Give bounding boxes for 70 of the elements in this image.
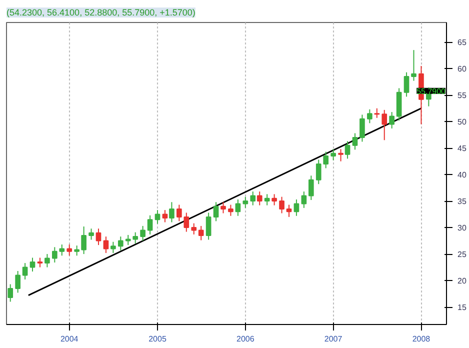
candlestick — [382, 109, 388, 141]
candlestick — [256, 191, 262, 206]
candlestick — [272, 194, 277, 206]
y-tick-label: 45 — [458, 144, 467, 154]
candlestick — [184, 212, 190, 232]
candlestick — [37, 257, 43, 268]
candlestick — [294, 198, 300, 216]
candlestick — [344, 140, 350, 160]
y-tick-label: 55 — [458, 91, 467, 100]
y-tick-label: 30 — [458, 224, 467, 233]
candlestick — [286, 204, 292, 218]
candlestick — [279, 196, 284, 214]
candlestick — [52, 246, 58, 264]
candlestick — [411, 50, 416, 82]
candlestick — [103, 236, 109, 254]
candlestick — [147, 214, 153, 235]
candlestick — [352, 132, 358, 150]
y-tick-label: 40 — [458, 170, 467, 180]
candlestick — [360, 114, 365, 142]
y-tick-label: 20 — [458, 276, 467, 286]
candlestick — [30, 257, 36, 272]
x-tick-label: 2006 — [236, 334, 255, 344]
candlestick — [66, 244, 72, 256]
y-tick-label: 50 — [458, 118, 467, 127]
candlestick — [191, 222, 197, 235]
y-tick-label: 65 — [458, 38, 467, 48]
candlestick — [367, 108, 372, 124]
candlestick — [264, 194, 270, 206]
candlestick — [220, 202, 226, 214]
candlestick — [316, 159, 322, 185]
candlestick — [242, 196, 248, 208]
candlestick — [22, 262, 28, 280]
candlestick — [206, 212, 212, 240]
candlestick — [404, 72, 410, 98]
y-tick-label: 60 — [458, 64, 467, 74]
candlestick — [118, 236, 124, 251]
x-tick-label: 2008 — [412, 334, 431, 344]
y-tick-label: 15 — [458, 303, 467, 312]
annotation: 55.7900 — [416, 86, 446, 96]
x-tick-label: 2005 — [148, 334, 167, 344]
chart-title: (54.2300, 56.4100, 52.8800, 55.7900, +1.5700) — [6, 8, 196, 18]
candlestick — [8, 284, 14, 302]
candlestick — [59, 244, 65, 256]
candlestick — [301, 191, 307, 208]
candlestick — [88, 228, 94, 240]
candlestick — [323, 151, 329, 169]
candlestick — [169, 202, 174, 223]
x-tick-label: 2004 — [60, 334, 79, 344]
candlestick — [338, 148, 344, 162]
candlestick — [15, 270, 20, 294]
candlestick — [96, 228, 102, 246]
candlestick — [162, 210, 168, 223]
candlestick — [176, 204, 182, 222]
candlestick — [44, 254, 50, 268]
candlestick — [308, 175, 314, 200]
candlestick — [154, 210, 160, 224]
candlestick — [213, 202, 219, 222]
candlestick — [198, 225, 204, 241]
candlestick — [228, 204, 234, 216]
candlestick — [330, 148, 336, 161]
candlestick — [110, 241, 116, 254]
candlestick — [250, 191, 256, 206]
candlestick — [235, 198, 241, 216]
x-tick-label: 2007 — [324, 334, 343, 344]
candlestick — [140, 225, 146, 242]
candlestick — [374, 108, 380, 118]
y-tick-label: 25 — [458, 250, 467, 260]
candlestick — [389, 112, 394, 129]
candlestick — [396, 88, 402, 122]
y-tick-label: 35 — [458, 197, 467, 206]
